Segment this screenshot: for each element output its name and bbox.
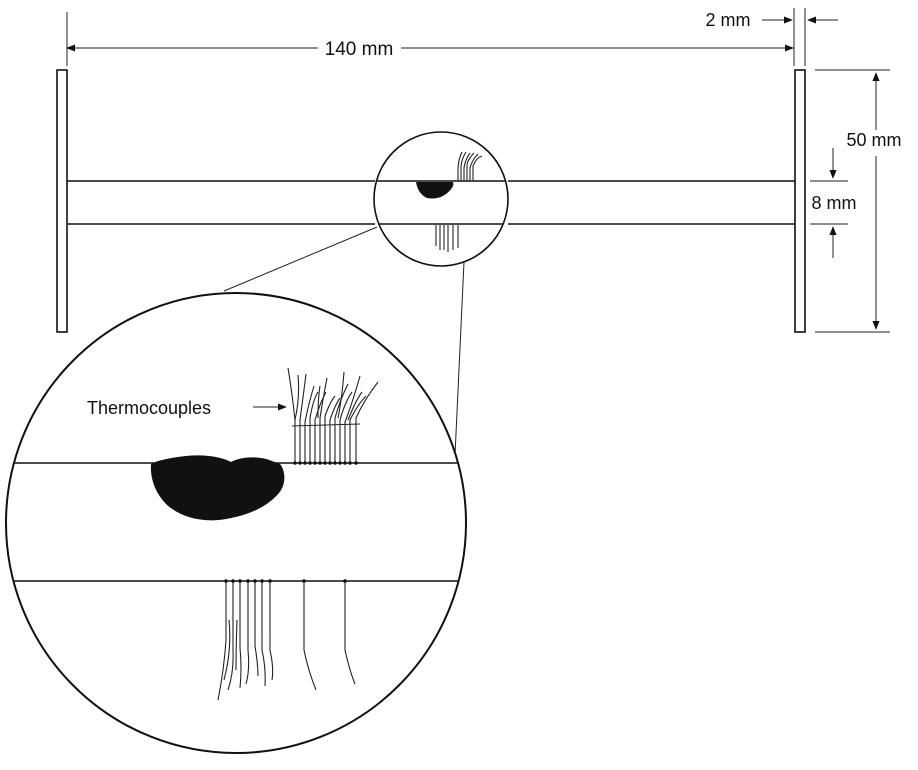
dimension-140mm: 140 mm (66, 12, 794, 66)
small-detail-circle (373, 131, 509, 267)
thermocouples-label: Thermocouples (87, 398, 211, 418)
overall-width-label: 140 mm (325, 39, 394, 60)
zoom-connector-right (454, 261, 465, 456)
dimension-8mm: 8 mm (810, 148, 857, 258)
flange-thickness-label: 2 mm (706, 10, 751, 30)
magnified-detail-circle: Thermocouples (5, 292, 467, 754)
left-flange (56, 69, 68, 333)
web-thickness-label: 8 mm (812, 193, 857, 213)
right-flange (794, 69, 806, 333)
i-beam-profile (56, 69, 806, 333)
dimension-50mm: 50 mm (815, 69, 902, 333)
zoom-connector-left (223, 226, 378, 292)
weld-fusion-zone (150, 455, 285, 521)
top-thermocouple-wires (287, 367, 379, 465)
flange-height-label: 50 mm (846, 130, 901, 150)
dimension-2mm: 2 mm (706, 8, 838, 66)
bottom-thermocouple-wires (217, 579, 356, 701)
small-weld-bead (416, 182, 454, 199)
